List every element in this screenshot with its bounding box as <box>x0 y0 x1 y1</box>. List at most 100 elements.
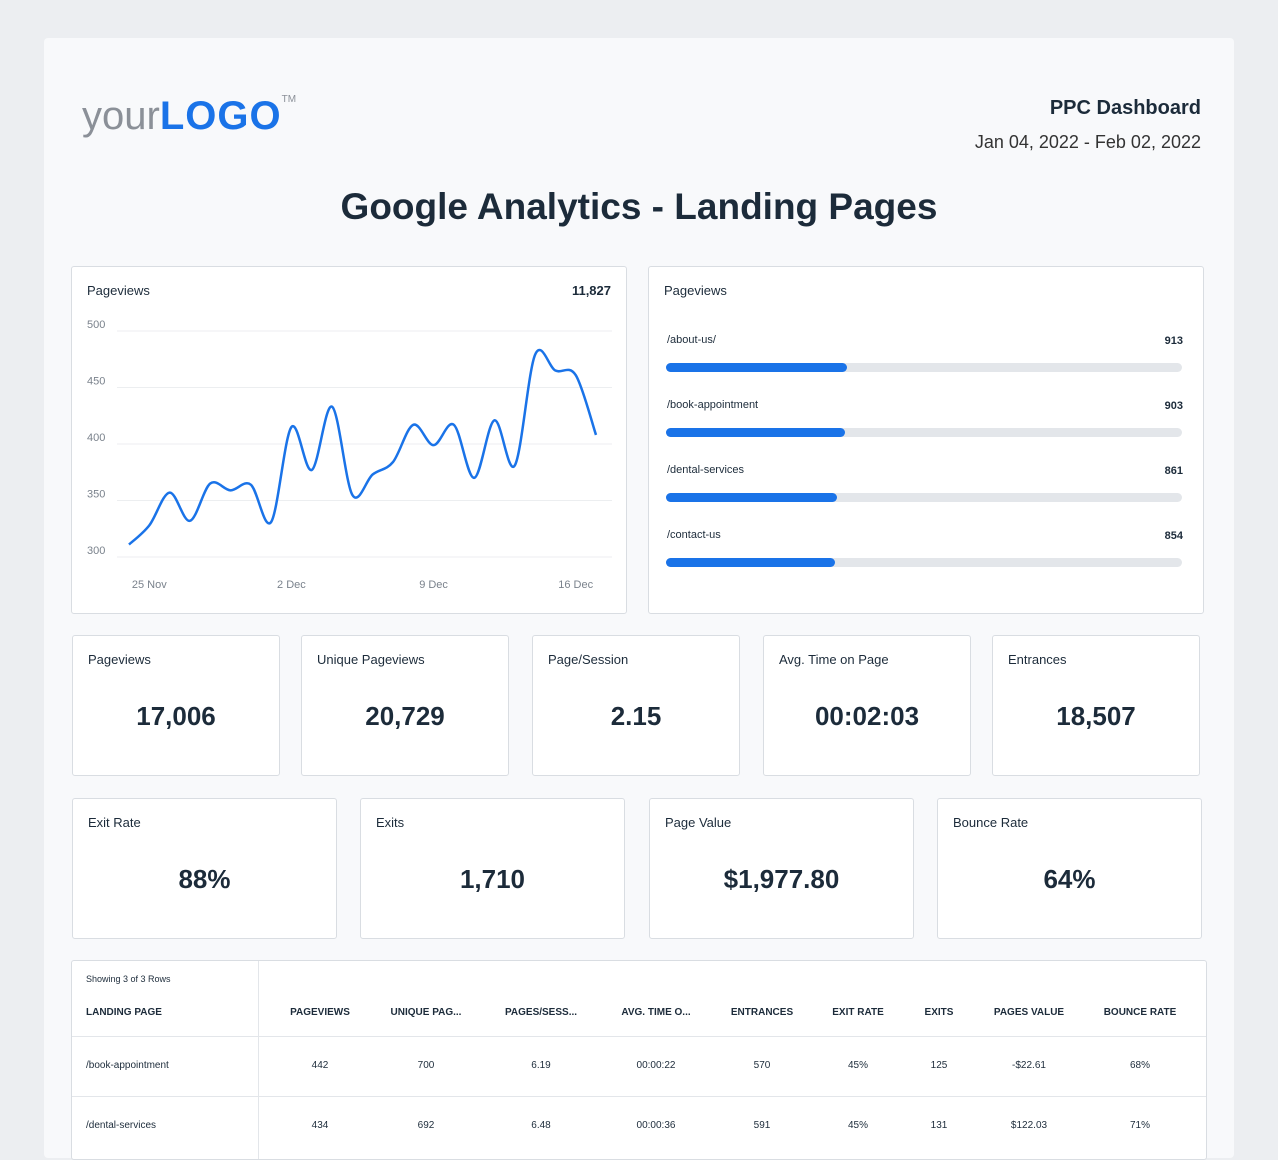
table-cell: /dental-services <box>86 1120 157 1131</box>
bar-value: 854 <box>1164 530 1183 542</box>
kpi-value: 18,507 <box>1056 701 1136 731</box>
kpi-card: Exit Rate 88% <box>72 798 337 939</box>
table-cell: 6.48 <box>531 1120 551 1131</box>
bar-value: 903 <box>1164 400 1183 412</box>
kpi-value: 64% <box>1043 864 1096 894</box>
column-header: ENTRANCES <box>730 1007 794 1018</box>
column-header: PAGES VALUE <box>993 1007 1065 1018</box>
column-header: UNIQUE PAG... <box>390 1007 462 1018</box>
column-header: AVG. TIME O... <box>621 1007 691 1018</box>
kpi-label: Page/Session <box>548 652 629 667</box>
table-caption: Showing 3 of 3 Rows <box>86 974 171 984</box>
table-cell: 71% <box>1129 1120 1151 1131</box>
column-header: PAGEVIEWS <box>290 1007 350 1018</box>
y-tick-label: 350 <box>87 489 105 501</box>
kpi-value: 00:02:03 <box>814 701 920 731</box>
bar-panel: Pageviews /about-us/913/book-appointment… <box>648 266 1204 614</box>
page-title: Google Analytics - Landing Pages <box>340 186 938 227</box>
line-chart: 300 350 400 450 500 25 Nov 2 Dec 9 Dec 16 Dec <box>87 319 612 591</box>
y-tick-label: 400 <box>87 432 105 444</box>
table-cell: 442 <box>311 1060 329 1071</box>
kpi-card: Pageviews 17,006 <box>72 635 280 776</box>
date-range: Jan 04, 2022 - Feb 02, 2022 <box>974 132 1201 152</box>
bar-label: /dental-services <box>667 464 745 476</box>
kpi-card: Bounce Rate 64% <box>937 798 1202 939</box>
kpi-card: Page Value $1,977.80 <box>649 798 914 939</box>
table-cell: 00:00:36 <box>636 1120 676 1131</box>
kpi-label: Exit Rate <box>88 815 141 830</box>
table-cell: 125 <box>930 1060 948 1071</box>
bar-label: /about-us/ <box>667 334 716 346</box>
bar-track <box>666 558 1182 567</box>
table-cell: /book-appointment <box>86 1060 169 1071</box>
column-header: LANDING PAGE <box>86 1007 162 1018</box>
kpi-label: Avg. Time on Page <box>779 652 889 667</box>
y-tick-label: 500 <box>87 319 105 331</box>
panel-title: Pageviews <box>664 283 727 298</box>
kpi-card: Exits 1,710 <box>360 798 625 939</box>
bar-value: 913 <box>1164 335 1183 347</box>
table-cell: 570 <box>753 1060 771 1071</box>
table-panel: Showing 3 of 3 Rows LANDING PAGE PAGEVIEW… <box>71 960 1207 1160</box>
table-cell: 6.19 <box>531 1060 551 1071</box>
x-tick-label: 2 Dec <box>277 579 306 591</box>
table-cell: 692 <box>417 1120 435 1131</box>
table-cell: 68% <box>1129 1060 1151 1071</box>
kpi-label: Pageviews <box>88 652 151 667</box>
kpi-label: Page Value <box>665 815 732 830</box>
line-panel: Pageviews 11,827 300 350 400 450 500 25 Nov 2 … <box>71 266 627 614</box>
column-divider <box>258 961 259 1159</box>
kpi-card: Avg. Time on Page 00:02:03 <box>763 635 971 776</box>
bar <box>666 428 846 437</box>
kpi-card: Entrances 18,507 <box>992 635 1200 776</box>
bar <box>666 493 837 502</box>
kpi-value: 20,729 <box>365 701 445 731</box>
column-header: PAGES/SESS... <box>504 1007 578 1018</box>
kpi-value: 88% <box>178 864 231 894</box>
x-tick-label: 25 Nov <box>132 579 167 591</box>
line-series <box>128 348 598 546</box>
report-title: PPC Dashboard <box>1049 97 1201 119</box>
page: yourLOGOTM PPC Dashboard Jan 04, 2022 - … <box>44 38 1234 1160</box>
kpi-label: Entrances <box>1008 652 1067 667</box>
logo: yourLOGOTM <box>82 94 296 139</box>
panel-title: Pageviews <box>87 283 150 298</box>
kpi-label: Exits <box>376 815 405 830</box>
row-divider <box>72 1036 1206 1037</box>
logo-mark: TM <box>281 94 297 105</box>
column-header: EXITS <box>924 1007 954 1018</box>
kpi-card: Page/Session 2.15 <box>532 635 740 776</box>
bar-label: /book-appointment <box>667 399 759 411</box>
bar-track <box>666 428 1182 437</box>
x-tick-label: 16 Dec <box>558 579 593 591</box>
table-cell: 00:00:22 <box>636 1060 676 1071</box>
kpi-card: Unique Pageviews 20,729 <box>301 635 509 776</box>
column-header: EXIT RATE <box>832 1007 884 1018</box>
y-tick-label: 300 <box>87 545 105 557</box>
table-cell: 131 <box>930 1120 948 1131</box>
kpi-label: Unique Pageviews <box>317 652 425 667</box>
bar-track <box>666 493 1182 502</box>
bar <box>666 558 836 567</box>
table-cell: 700 <box>417 1060 435 1071</box>
logo-bold: LOGO <box>159 94 282 138</box>
kpi-value: 17,006 <box>136 701 216 731</box>
bar-track <box>666 363 1182 372</box>
table-cell: -$22.61 <box>1012 1060 1046 1071</box>
row-divider <box>72 1096 1206 1097</box>
table-cell: 591 <box>753 1120 771 1131</box>
kpi-label: Bounce Rate <box>953 815 1029 830</box>
column-header: BOUNCE RATE <box>1103 1007 1177 1018</box>
kpi-value: $1,977.80 <box>723 864 840 894</box>
y-tick-label: 450 <box>87 376 105 388</box>
kpi-value: 1,710 <box>459 864 526 894</box>
bar-value: 861 <box>1164 465 1183 477</box>
table-cell: 434 <box>311 1120 329 1131</box>
bar <box>666 363 848 372</box>
panel-total: 11,827 <box>571 283 611 298</box>
table-cell: 45% <box>847 1060 869 1071</box>
bar-label: /contact-us <box>667 529 721 541</box>
x-tick-label: 9 Dec <box>419 579 448 591</box>
kpi-value: 2.15 <box>610 701 662 731</box>
table-cell: 45% <box>847 1120 869 1131</box>
